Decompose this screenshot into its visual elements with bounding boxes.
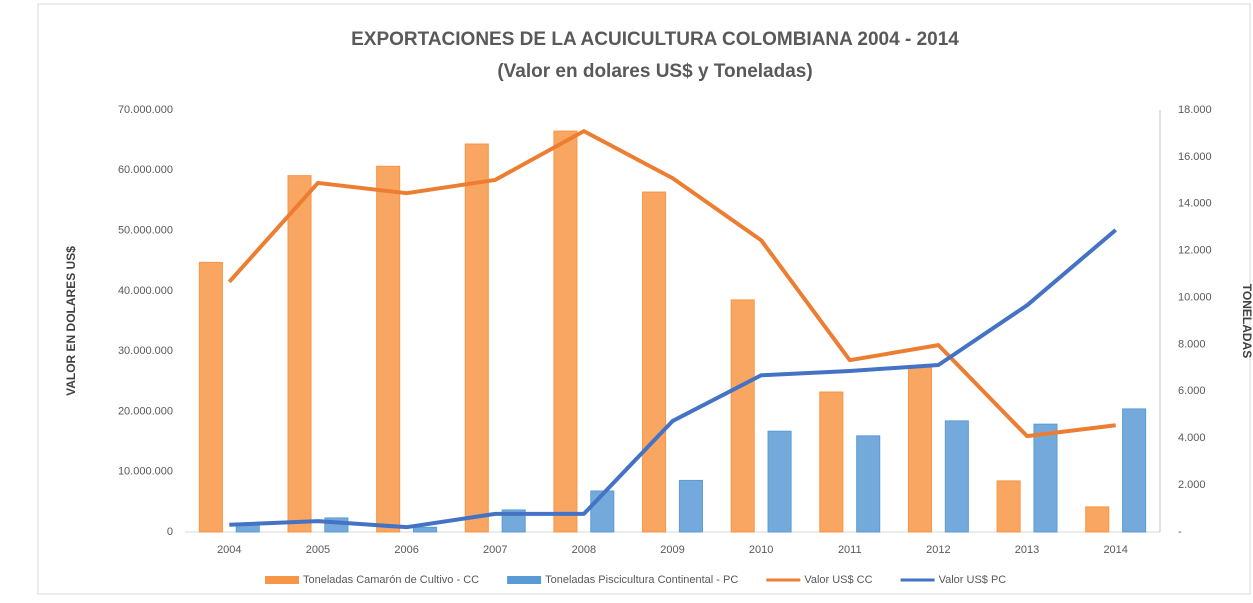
x-tick-label: 2007 — [483, 544, 507, 556]
x-tick-label: 2009 — [660, 544, 684, 556]
bar — [907, 365, 932, 533]
line — [227, 129, 1116, 439]
y2-tick-label: 12.000 — [1178, 245, 1212, 257]
y-axis-title: VALOR EN DOLARES US$ — [64, 246, 78, 396]
x-tick-label: 2011 — [838, 544, 862, 556]
bar — [678, 479, 703, 533]
y-tick-label: 60.000.000 — [118, 164, 173, 176]
x-tick-label: 2008 — [572, 544, 596, 556]
bar — [1085, 506, 1110, 533]
y-tick-label: 40.000.000 — [118, 285, 173, 297]
chart-subtitle: (Valor en dolares US$ y Toneladas) — [497, 61, 812, 82]
y2-tick-label: 2.000 — [1178, 479, 1206, 491]
y2-tick-label: 14.000 — [1178, 198, 1212, 210]
y-tick-label: 10.000.000 — [118, 466, 173, 478]
legend-label: Valor US$ PC — [939, 574, 1007, 586]
legend-swatch — [507, 576, 542, 584]
y2-axis-title: TONELADAS — [1240, 284, 1253, 358]
bar — [413, 526, 438, 533]
y2-tick-label: - — [1178, 526, 1182, 538]
y-tick-label: 50.000.000 — [118, 224, 173, 236]
y-tick-label: 20.000.000 — [118, 405, 173, 417]
y2-tick-label: 6.000 — [1178, 385, 1206, 397]
y2-tick-label: 8.000 — [1178, 338, 1206, 350]
y-tick-label: 0 — [167, 526, 173, 538]
x-tick-label: 2012 — [926, 544, 950, 556]
chart-frame — [37, 3, 1251, 595]
x-tick-label: 2004 — [217, 544, 241, 556]
bar — [996, 480, 1021, 533]
legend-label: Toneladas Camarón de Cultivo - CC — [303, 574, 479, 586]
bar — [198, 261, 223, 533]
bar — [856, 435, 881, 533]
y-tick-label: 30.000.000 — [118, 345, 173, 357]
x-tick-label: 2005 — [306, 544, 330, 556]
x-tick-label: 2010 — [749, 544, 773, 556]
bar — [464, 143, 489, 533]
bar — [767, 430, 792, 533]
legend-label: Toneladas Piscicultura Continental - PC — [545, 574, 738, 586]
bar — [819, 391, 844, 533]
bar — [730, 299, 755, 533]
bar — [553, 130, 578, 533]
y2-tick-label: 4.000 — [1178, 432, 1206, 444]
y2-tick-label: 18.000 — [1178, 104, 1212, 116]
bar — [1033, 423, 1058, 533]
bar — [287, 175, 312, 533]
x-tick-label: 2013 — [1015, 544, 1039, 556]
x-tick-label: 2014 — [1103, 544, 1127, 556]
y2-tick-label: 10.000 — [1178, 291, 1212, 303]
line — [229, 228, 1117, 530]
bar — [944, 420, 969, 533]
chart-title: EXPORTACIONES DE LA ACUICULTURA COLOMBIA… — [351, 29, 959, 50]
bar — [376, 165, 401, 533]
legend-label: Valor US$ CC — [804, 574, 872, 586]
y-tick-label: 70.000.000 — [118, 104, 173, 116]
x-tick-label: 2006 — [394, 544, 418, 556]
bar — [1122, 408, 1147, 533]
y2-tick-label: 16.000 — [1178, 151, 1212, 163]
legend-swatch — [265, 576, 299, 584]
bar — [642, 191, 667, 533]
